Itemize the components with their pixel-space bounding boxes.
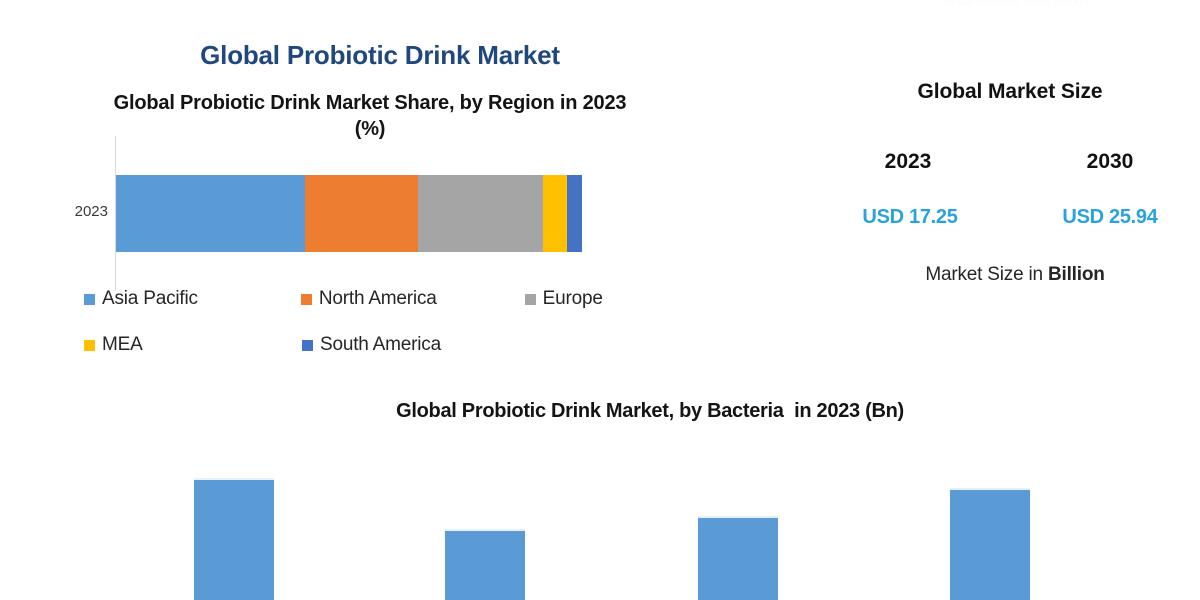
region-chart-category-label: 2023 (74, 203, 108, 220)
market-size-footer-prefix: Market Size in (925, 264, 1048, 285)
legend-item-asia-pacific[interactable]: Asia Pacific (84, 288, 301, 310)
region-stacked-bar (116, 175, 582, 252)
market-size-title: Global Market Size (917, 80, 1103, 103)
legend-label-south-america: South America (320, 334, 441, 355)
bacteria-bar-4 (950, 488, 1030, 600)
bacteria-bar-1 (194, 478, 274, 600)
bacteria-bar-plot (0, 440, 1200, 600)
legend-swatch-south-america (302, 339, 313, 351)
market-size-value-2023: USD 17.25 (862, 206, 958, 228)
region-chart-axis-line (115, 136, 116, 291)
legend-label-asia-pacific: Asia Pacific (102, 288, 198, 309)
legend-swatch-mea (84, 339, 95, 351)
legend-item-europe[interactable]: Europe (524, 288, 644, 310)
region-chart-legend: Asia Pacific North America Europe MEA So… (84, 288, 644, 380)
legend-swatch-asia-pacific (84, 293, 95, 305)
stack-segment-mea (542, 175, 568, 252)
legend-swatch-north-america (300, 293, 312, 305)
market-size-year-2023: 2023 (884, 150, 932, 173)
legend-row-1: Asia Pacific North America Europe (84, 288, 644, 334)
bacteria-bar-2 (445, 529, 525, 600)
market-size-footer-unit: Billion (1048, 264, 1105, 285)
market-size-year-2030: 2030 (1086, 150, 1134, 173)
region-chart-title: Global Probiotic Drink Market Share, by … (113, 92, 627, 141)
legend-swatch-europe (524, 293, 536, 305)
legend-item-mea[interactable]: MEA (84, 334, 302, 356)
legend-label-north-america: North America (318, 288, 437, 309)
legend-item-south-america[interactable]: South America (302, 334, 527, 356)
bacteria-chart-title: Global Probiotic Drink Market, by Bacter… (396, 400, 904, 422)
stack-segment-europe (417, 175, 543, 252)
legend-item-north-america[interactable]: North America (300, 288, 525, 310)
page-title: Global Probiotic Drink Market (200, 40, 560, 70)
legend-label-mea: MEA (102, 334, 143, 355)
market-size-value-2030: USD 25.94 (1062, 206, 1158, 228)
legend-row-2: MEA South America (84, 334, 644, 380)
stack-segment-south-america (567, 175, 582, 252)
legend-label-europe: Europe (542, 288, 603, 309)
stack-segment-north-america (305, 175, 418, 252)
market-size-footer: Market Size in Billion (830, 264, 1200, 286)
bacteria-bar-3 (698, 516, 778, 600)
stack-segment-asia-pacific (116, 175, 306, 252)
clipped-top-text: Global Probiotic Drink Market (940, 0, 1089, 6)
